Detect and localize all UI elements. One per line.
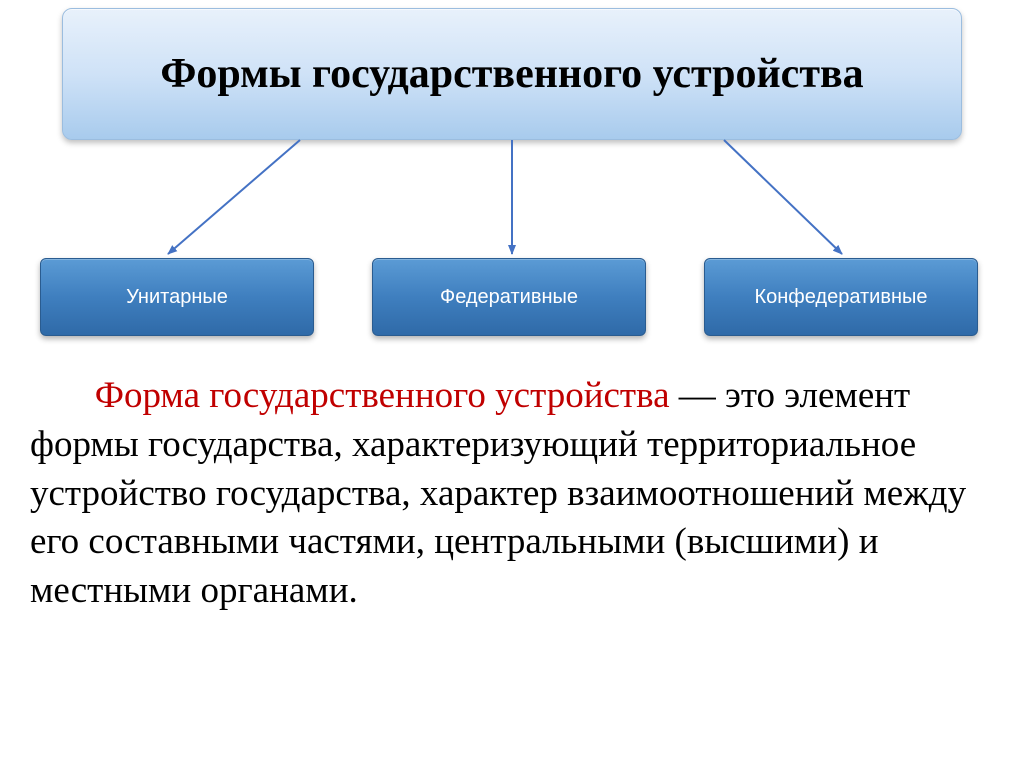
definition-paragraph: Форма государственного устройства — это … bbox=[30, 372, 994, 616]
child-label: Унитарные bbox=[126, 286, 228, 309]
arrow-to-child-3 bbox=[724, 140, 842, 254]
definition-term: Форма государственного устройства bbox=[95, 375, 670, 416]
child-label: Конфедеративные bbox=[754, 286, 927, 309]
title-text: Формы государственного устройства bbox=[160, 50, 863, 98]
indent bbox=[30, 375, 95, 416]
child-box-unitary: Унитарные bbox=[40, 258, 314, 336]
arrow-to-child-1 bbox=[168, 140, 300, 254]
child-box-federative: Федеративные bbox=[372, 258, 646, 336]
child-box-confederative: Конфедеративные bbox=[704, 258, 978, 336]
title-box: Формы государственного устройства bbox=[62, 8, 962, 140]
child-label: Федеративные bbox=[440, 286, 578, 309]
